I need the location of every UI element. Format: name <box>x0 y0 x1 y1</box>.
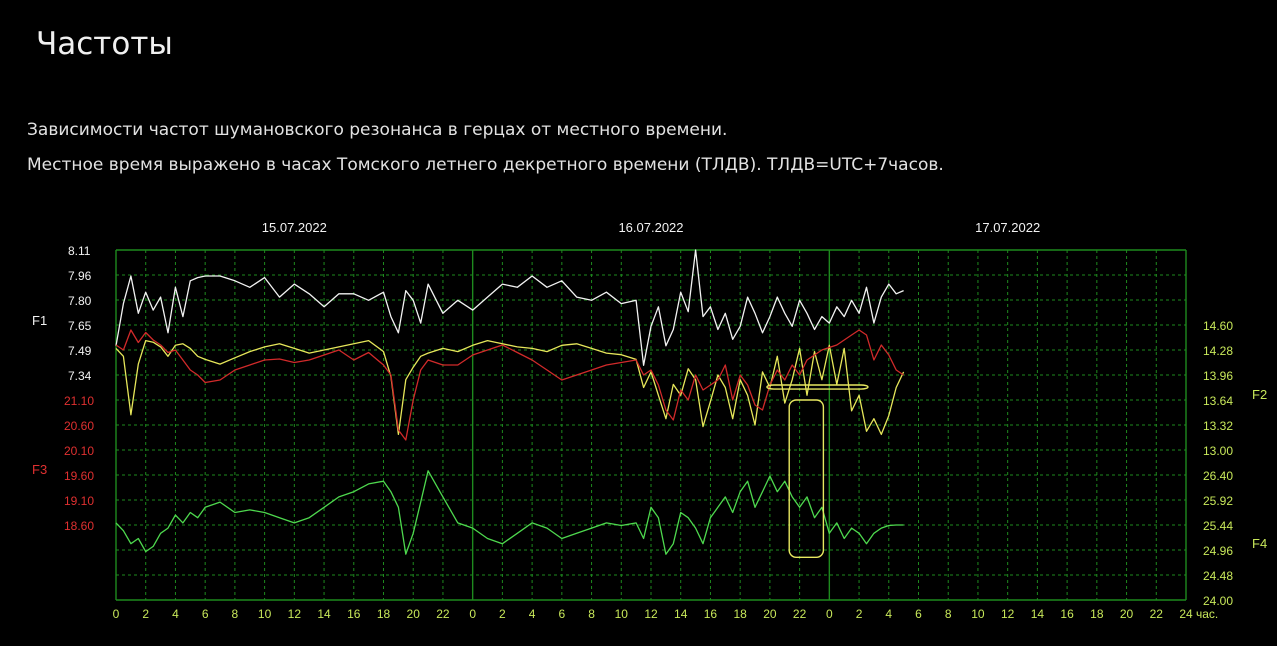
f4-tick-label: 24.96 <box>1203 544 1233 558</box>
grid <box>115 249 1187 601</box>
x-tick-label: 14 <box>1031 607 1045 621</box>
x-tick-label: 4 <box>529 607 536 621</box>
x-tick-label: 18 <box>733 607 747 621</box>
f4-tick-label: 25.92 <box>1203 494 1233 508</box>
f2-tick-label: 13.96 <box>1203 369 1233 383</box>
description-line-1: Зависимости частот шумановского резонанс… <box>27 120 728 140</box>
x-tick-label: 22 <box>436 607 450 621</box>
f1-tick-label: 7.65 <box>68 319 92 333</box>
x-tick-label: 8 <box>945 607 952 621</box>
date-label: 16.07.2022 <box>618 220 683 235</box>
x-tick-label: 8 <box>232 607 239 621</box>
f2-tick-label: 13.00 <box>1203 444 1233 458</box>
f3-tick-label: 19.10 <box>64 494 94 508</box>
f4-tick-label: 25.44 <box>1203 519 1233 533</box>
x-tick-label: 20 <box>1120 607 1134 621</box>
x-tick-label: 12 <box>288 607 302 621</box>
x-tick-label: 6 <box>202 607 209 621</box>
f1-tick-label: 8.11 <box>68 244 91 258</box>
f2-tick-label: 13.64 <box>1203 394 1233 408</box>
f4-tick-label: 24.48 <box>1203 569 1233 583</box>
f3-axis-label: F3 <box>32 462 47 477</box>
highlight-box-1 <box>766 384 869 390</box>
date-label: 17.07.2022 <box>975 220 1040 235</box>
page-title: Частоты <box>36 26 173 62</box>
x-tick-label: 10 <box>615 607 629 621</box>
f3-tick-label: 20.60 <box>64 419 94 433</box>
x-tick-label: 4 <box>885 607 892 621</box>
x-tick-label: 10 <box>971 607 985 621</box>
f3-tick-label: 20.10 <box>64 444 94 458</box>
x-tick-label: 4 <box>172 607 179 621</box>
f4-tick-label: 26.40 <box>1203 469 1233 483</box>
f3-tick-label: 18.60 <box>64 519 94 533</box>
x-tick-label: 6 <box>558 607 565 621</box>
x-tick-label: 18 <box>1090 607 1104 621</box>
f1-tick-label: 7.80 <box>68 294 92 308</box>
f2-tick-label: 14.28 <box>1203 344 1233 358</box>
x-tick-label: 2 <box>499 607 506 621</box>
f2-tick-label: 14.60 <box>1203 319 1233 333</box>
series-lines <box>115 249 905 555</box>
f1-tick-label: 7.96 <box>68 269 92 283</box>
f1-axis-label: F1 <box>32 313 47 328</box>
axis-labels: 15.07.2022 16.07.2022 17.07.2022 8.11 7.96 7.… <box>32 220 1267 621</box>
series-line-f3 <box>115 329 904 441</box>
x-tick-label: 22 <box>793 607 807 621</box>
x-tick-label: 20 <box>407 607 421 621</box>
x-tick-label: 6 <box>915 607 922 621</box>
f3-tick-label: 21.10 <box>64 394 94 408</box>
x-tick-label: 0 <box>113 607 120 621</box>
series-line-f4 <box>115 470 904 555</box>
x-tick-label: 16 <box>347 607 361 621</box>
highlight-box-2 <box>788 399 825 558</box>
f2-tick-label: 13.32 <box>1203 419 1233 433</box>
series-line-f1 <box>115 249 904 366</box>
x-tick-label: 8 <box>588 607 595 621</box>
f4-tick-label: 24.00 <box>1203 594 1233 608</box>
description-line-2: Местное время выражено в часах Томского … <box>27 155 944 175</box>
x-tick-label: 12 <box>1001 607 1015 621</box>
series-line-f2 <box>115 339 905 436</box>
x-tick-label: 2 <box>142 607 149 621</box>
x-tick-label: 18 <box>377 607 391 621</box>
highlight-boxes <box>766 384 869 558</box>
x-tick-label: 16 <box>1060 607 1074 621</box>
x-tick-label: 16 <box>704 607 718 621</box>
f2-axis-label: F2 <box>1252 387 1267 402</box>
x-tick-label: 20 <box>763 607 777 621</box>
x-tick-label: 0 <box>826 607 833 621</box>
x-tick-label: 2 <box>856 607 863 621</box>
x-unit-label: час. <box>1196 607 1218 621</box>
f1-tick-label: 7.49 <box>68 344 92 358</box>
f3-tick-label: 19.60 <box>64 469 94 483</box>
f4-axis-label: F4 <box>1252 536 1267 551</box>
x-tick-label: 14 <box>674 607 688 621</box>
f1-tick-label: 7.34 <box>68 369 92 383</box>
x-tick-label: 12 <box>644 607 658 621</box>
x-tick-label: 14 <box>317 607 331 621</box>
x-tick-label: 24 <box>1179 607 1193 621</box>
x-tick-label: 0 <box>469 607 476 621</box>
date-label: 15.07.2022 <box>262 220 327 235</box>
x-tick-label: 22 <box>1150 607 1164 621</box>
x-tick-label: 10 <box>258 607 272 621</box>
